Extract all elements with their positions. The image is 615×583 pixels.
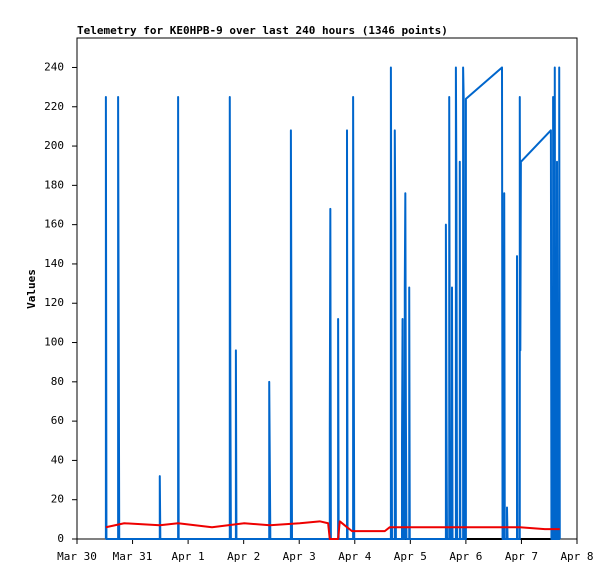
y-tick-label: 140 bbox=[44, 257, 64, 270]
y-tick-label: 60 bbox=[51, 414, 64, 427]
series-line bbox=[105, 520, 560, 540]
y-axis-label: Values bbox=[25, 269, 38, 309]
x-tick-label: Apr 1 bbox=[172, 550, 205, 563]
x-tick-label: Apr 4 bbox=[338, 550, 371, 563]
y-tick-label: 120 bbox=[44, 296, 64, 309]
chart-title: Telemetry for KE0HPB-9 over last 240 hou… bbox=[77, 24, 448, 37]
y-tick-label: 100 bbox=[44, 336, 64, 349]
y-tick-label: 180 bbox=[44, 178, 64, 191]
y-tick-label: 220 bbox=[44, 100, 64, 113]
y-tick-label: 40 bbox=[51, 453, 64, 466]
x-tick-label: Mar 31 bbox=[113, 550, 153, 563]
y-tick-label: 80 bbox=[51, 375, 64, 388]
y-tick-label: 20 bbox=[51, 493, 64, 506]
y-tick-label: 240 bbox=[44, 60, 64, 73]
x-tick-label: Apr 2 bbox=[227, 550, 260, 563]
series-line bbox=[104, 66, 561, 540]
x-tick-label: Apr 8 bbox=[560, 550, 593, 563]
y-tick-label: 0 bbox=[57, 532, 64, 545]
x-tick-label: Apr 6 bbox=[449, 550, 482, 563]
y-tick-label: 160 bbox=[44, 218, 64, 231]
x-tick-label: Apr 5 bbox=[394, 550, 427, 563]
x-tick-label: Mar 30 bbox=[57, 550, 97, 563]
x-tick-label: Apr 7 bbox=[505, 550, 538, 563]
x-tick-label: Apr 3 bbox=[283, 550, 316, 563]
y-tick-label: 200 bbox=[44, 139, 64, 152]
